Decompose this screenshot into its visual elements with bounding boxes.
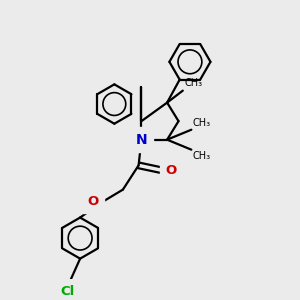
Text: CH₃: CH₃ xyxy=(184,78,202,88)
Text: Cl: Cl xyxy=(61,285,75,298)
Text: O: O xyxy=(165,164,176,177)
Text: O: O xyxy=(87,194,99,208)
Text: CH₃: CH₃ xyxy=(193,151,211,161)
Text: N: N xyxy=(136,133,147,147)
Text: CH₃: CH₃ xyxy=(193,118,211,128)
